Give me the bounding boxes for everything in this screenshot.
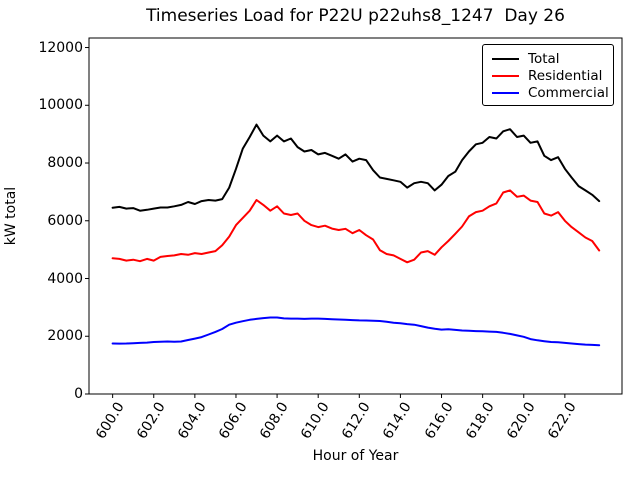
total-line-sample	[492, 57, 519, 60]
residential-series-line	[111, 189, 601, 264]
y-tick-label: 2000	[47, 328, 83, 345]
series-lines	[111, 123, 601, 347]
legend-entry-residential: Residential	[492, 67, 605, 84]
legend-label-total: Total	[528, 50, 560, 67]
chart-title: Timeseries Load for P22U p22uhs8_1247 Da…	[146, 6, 565, 26]
y-tick-label: 0	[74, 386, 83, 402]
commercial-series-line	[111, 316, 601, 347]
axes-spines	[88, 37, 623, 395]
legend-label-commercial: Commercial	[528, 84, 609, 101]
y-tick-label: 4000	[47, 270, 83, 287]
legend: Total Residential Commercial	[482, 44, 614, 106]
legend-entry-commercial: Commercial	[492, 84, 609, 101]
y-tick-label: 8000	[47, 155, 83, 172]
y-tick-label: 12000	[38, 39, 83, 56]
y-tick-label: 6000	[47, 212, 83, 229]
tick-marks	[85, 47, 566, 398]
legend-entry-total: Total	[492, 50, 605, 67]
commercial-line-sample	[492, 91, 519, 94]
total-series-line	[111, 123, 601, 212]
x-axis-label: Hour of Year	[312, 448, 399, 464]
y-axis-label: kW total	[3, 186, 19, 246]
legend-label-residential: Residential	[528, 67, 603, 84]
y-tick-label: 10000	[38, 97, 83, 114]
residential-line-sample	[492, 74, 519, 77]
